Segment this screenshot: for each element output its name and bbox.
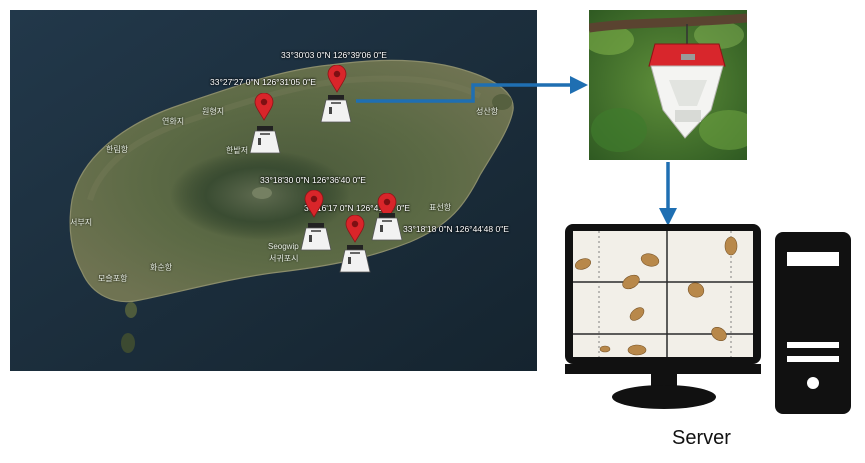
place-label: 원형지 [202,107,225,116]
server-label: Server [672,427,731,449]
place-label: 서부지 [70,218,93,227]
trap-photo [589,10,747,160]
server-computer [565,224,851,414]
coordinate-label: 33°18'30 0"N 126°36'40 0"E [260,175,366,185]
coordinate-label: 33°30'03 0"N 126°39'06 0"E [281,50,387,60]
arrow-head-icon [659,208,677,226]
place-label: 서귀포시 [269,254,299,263]
place-label: 모슬포항 [98,274,128,283]
place-label: 한림항 [106,145,129,154]
location-pin-icon [304,190,324,218]
insect-specimens [574,236,738,356]
location-pin-icon [377,193,397,221]
place-label: 성산항 [476,107,499,116]
location-pin-icon [327,65,347,93]
insect-trap-icon [320,95,352,123]
location-pin-icon [254,93,274,121]
tower-pc-icon [775,232,851,414]
insect-trap-icon [339,245,371,273]
coordinate-label: 33°18'18 0"N 126°44'48 0"E [403,224,509,234]
map-terrain [10,10,537,371]
insect-trap-icon [371,213,403,241]
place-label: 표선항 [429,203,452,212]
arrow-map-to-trap [356,83,572,103]
place-label: 한밭저 [226,146,249,155]
coordinate-label: 33°27'27 0"N 126°31'05 0"E [210,77,316,87]
place-label: Seogwip [268,242,299,251]
insect-trap-icon [249,126,281,154]
place-label: 화순항 [150,263,173,272]
satellite-map: 연화지 원형지 한림항 한밭저 성산항 서부지 화순항 모슬포항 표선항 Seo… [10,10,537,371]
arrow-head-icon [570,76,588,94]
insect-trap-icon [300,223,332,251]
location-pin-icon [345,215,365,243]
coordinate-label: 33°16'17 0"N 126°41'24 0"E [304,203,410,213]
place-label: 연화지 [162,117,185,126]
